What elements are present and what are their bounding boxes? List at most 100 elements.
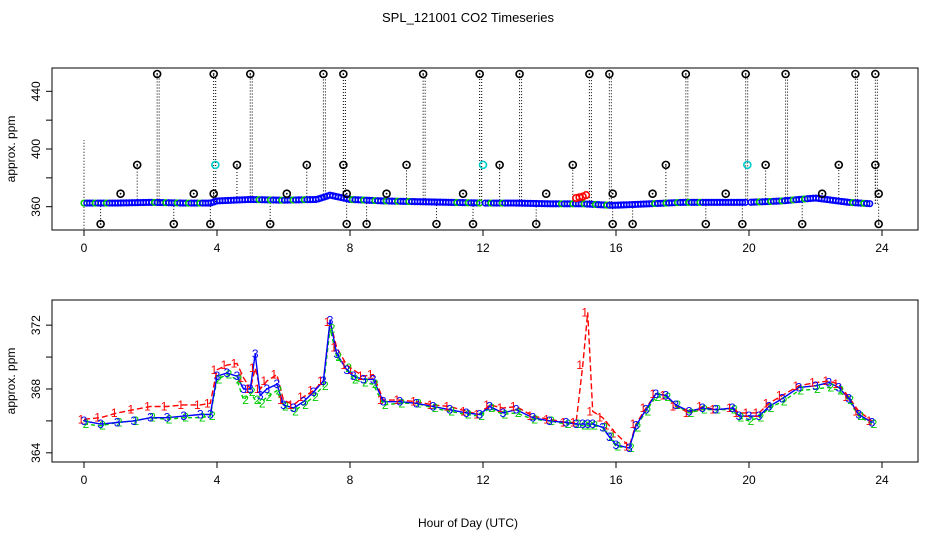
top-flag-dot <box>212 192 215 195</box>
top-flag-dot <box>322 73 325 75</box>
series-3-point-label: 3 <box>320 374 327 388</box>
series-2-point-label: 2 <box>282 400 289 414</box>
series-2-point-label: 2 <box>515 406 522 420</box>
series-3-point-label: 3 <box>180 409 187 423</box>
series-1-point-label: 1 <box>221 358 228 372</box>
top-flag-marker <box>116 189 125 199</box>
top-x-tick-label: 12 <box>476 241 490 255</box>
top-flag-dot <box>877 192 880 195</box>
top-flag-dot <box>664 163 667 166</box>
series-2-point-label: 2 <box>266 390 273 404</box>
series-3-point-label: 3 <box>81 414 88 428</box>
top-flag-dot <box>342 163 345 166</box>
top-flag-dot <box>784 73 787 75</box>
series-2-point-label: 2 <box>758 411 765 425</box>
top-y-tick-label: 440 <box>29 81 43 101</box>
series-3-point-label: 3 <box>756 409 763 423</box>
series-3-point-label: 3 <box>633 419 640 433</box>
series-1-point-label: 1 <box>244 382 251 396</box>
series-1-point-label: 1 <box>483 398 490 412</box>
top-x-tick-label: 24 <box>875 241 889 255</box>
series-2-point-label: 2 <box>565 417 572 431</box>
series-2-point-label: 2 <box>182 411 189 425</box>
top-flag-marker <box>874 189 883 199</box>
series-1-point-label: 1 <box>460 404 467 418</box>
series-1-point-label: 1 <box>194 398 201 412</box>
series-1-point-label: 1 <box>527 409 534 423</box>
series-3-point-label: 3 <box>573 417 580 431</box>
series-3-point-label: 3 <box>855 408 862 422</box>
series-2-point-label: 2 <box>857 409 864 423</box>
top-flag-marker <box>339 69 348 79</box>
top-flag-dot <box>837 163 840 166</box>
series-2-point-label: 2 <box>798 384 805 398</box>
series-2-point-label: 2 <box>276 384 283 398</box>
series-2-point-label: 2 <box>781 395 788 409</box>
series-3-line <box>83 320 873 449</box>
top-flag-dot <box>498 163 501 166</box>
top-flag-dot <box>874 163 877 166</box>
series-1-point-label: 1 <box>670 400 677 414</box>
top-flag-dot <box>744 73 747 75</box>
series-1-point-label: 1 <box>733 406 740 420</box>
series-2-line <box>83 328 873 449</box>
top-flag-dot <box>285 192 288 195</box>
top-x-tick-label: 8 <box>347 241 354 255</box>
top-flag-dot <box>119 192 122 195</box>
bottom-y-axis-label: approx. ppm <box>4 348 18 415</box>
series-3-point-label: 3 <box>530 411 537 425</box>
top-flag-dot <box>305 163 308 166</box>
series-1-point-label: 1 <box>586 404 593 418</box>
series-1-point-label: 1 <box>317 374 324 388</box>
series-1-point-label: 1 <box>427 398 434 412</box>
top-flag-marker <box>495 160 504 170</box>
top-flag-marker <box>738 219 747 229</box>
series-3-point-label: 3 <box>796 380 803 394</box>
top-flag-dot <box>535 223 538 225</box>
series-2-point-label: 2 <box>768 401 775 415</box>
series-1-point-label: 1 <box>793 379 800 393</box>
series-1-point-label: 1 <box>261 374 268 388</box>
top-flag-marker <box>232 160 242 170</box>
series-3-point-label: 3 <box>207 408 214 422</box>
top-flag-marker <box>834 160 844 170</box>
top-flag-dot <box>764 163 767 166</box>
top-flag-marker <box>468 219 478 229</box>
series-1-point-label: 1 <box>763 396 770 410</box>
series-1-point-label: 1 <box>347 363 354 377</box>
series-1-point-label: 1 <box>357 369 364 383</box>
series-2-point-label: 2 <box>372 377 379 391</box>
series-1-point-label: 1 <box>144 400 151 414</box>
series-2-point-label: 2 <box>502 408 509 422</box>
series-2-point-label: 2 <box>432 401 439 415</box>
top-flag-dot <box>249 73 252 75</box>
bottom-x-tick-label: 16 <box>609 473 623 487</box>
series-3-point-label: 3 <box>746 409 753 423</box>
series-2-point-label: 2 <box>688 406 695 420</box>
series-2-point-label: 2 <box>645 404 652 418</box>
series-3-point-label: 3 <box>699 401 706 415</box>
top-flag-dot <box>874 73 877 75</box>
series-2-point-label: 2 <box>249 385 256 399</box>
bottom-plot-frame <box>51 299 919 463</box>
series-2-point-label: 2 <box>591 419 598 433</box>
top-flag-marker <box>515 69 524 79</box>
top-baseline-point <box>863 199 871 208</box>
series-1-point-label: 1 <box>603 419 610 433</box>
top-flag-dot <box>478 73 481 75</box>
series-1-point-label: 1 <box>324 315 331 329</box>
series-3-point-label: 3 <box>486 400 493 414</box>
series-2-point-label: 2 <box>149 411 156 425</box>
series-1-point-label: 1 <box>596 411 603 425</box>
series-1-point-label: 1 <box>683 406 690 420</box>
series-3-point-label: 3 <box>736 409 743 423</box>
series-3-point-label: 3 <box>663 388 670 402</box>
top-flag-marker <box>402 160 411 170</box>
series-3-point-label: 3 <box>845 392 852 406</box>
series-1-point-label: 1 <box>581 305 588 319</box>
top-flag-marker <box>817 189 827 199</box>
top-flag-dot <box>588 73 591 75</box>
top-flag-dot <box>724 192 727 195</box>
top-cyan-point <box>211 160 220 170</box>
top-flag-marker <box>721 189 731 199</box>
